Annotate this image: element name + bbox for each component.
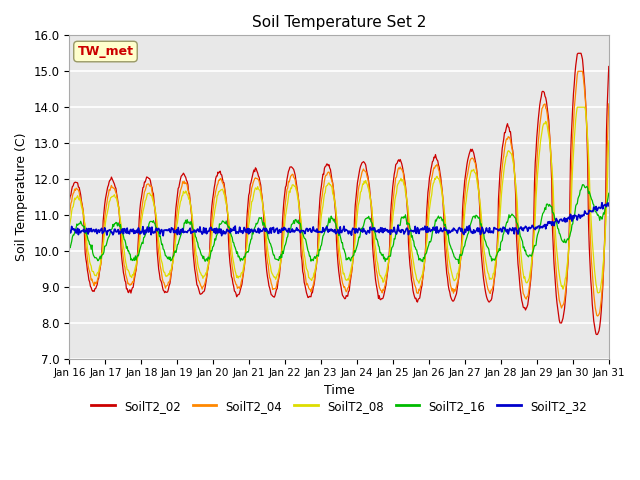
SoilT2_04	[574, 68, 582, 74]
Line: SoilT2_16: SoilT2_16	[69, 185, 609, 264]
SoilT2_04	[404, 216, 412, 222]
SoilT2_02	[76, 184, 83, 190]
SoilT2_32	[159, 233, 167, 239]
SoilT2_16	[186, 219, 193, 225]
SoilT2_16	[455, 261, 463, 266]
Y-axis label: Soil Temperature (C): Soil Temperature (C)	[15, 132, 28, 261]
SoilT2_02	[186, 191, 193, 196]
SoilT2_04	[76, 189, 83, 195]
SoilT2_02	[404, 240, 412, 245]
SoilT2_16	[65, 243, 73, 249]
SoilT2_04	[594, 313, 602, 319]
Line: SoilT2_08: SoilT2_08	[69, 107, 609, 293]
SoilT2_16	[131, 257, 138, 263]
SoilT2_08	[420, 261, 428, 266]
SoilT2_04	[186, 194, 193, 200]
SoilT2_32	[605, 203, 612, 209]
SoilT2_32	[598, 200, 606, 205]
SoilT2_08	[186, 196, 193, 202]
SoilT2_08	[605, 138, 612, 144]
SoilT2_32	[215, 227, 223, 233]
X-axis label: Time: Time	[324, 384, 355, 397]
SoilT2_08	[131, 267, 138, 273]
SoilT2_04	[214, 181, 222, 187]
SoilT2_02	[420, 264, 428, 269]
Line: SoilT2_02: SoilT2_02	[69, 53, 609, 335]
SoilT2_08	[214, 192, 222, 198]
SoilT2_02	[605, 63, 612, 69]
SoilT2_32	[421, 223, 429, 229]
SoilT2_32	[405, 228, 413, 234]
Line: SoilT2_04: SoilT2_04	[69, 71, 609, 316]
SoilT2_08	[595, 290, 602, 296]
Title: Soil Temperature Set 2: Soil Temperature Set 2	[252, 15, 426, 30]
SoilT2_04	[605, 101, 612, 107]
SoilT2_32	[65, 228, 73, 233]
SoilT2_08	[404, 210, 412, 216]
SoilT2_08	[76, 197, 83, 203]
SoilT2_16	[579, 182, 586, 188]
SoilT2_02	[593, 332, 600, 337]
SoilT2_32	[186, 225, 194, 231]
SoilT2_16	[214, 226, 222, 232]
SoilT2_02	[131, 275, 138, 280]
SoilT2_04	[420, 262, 428, 268]
Text: TW_met: TW_met	[77, 45, 134, 58]
Legend: SoilT2_02, SoilT2_04, SoilT2_08, SoilT2_16, SoilT2_32: SoilT2_02, SoilT2_04, SoilT2_08, SoilT2_…	[86, 395, 592, 417]
SoilT2_08	[65, 223, 73, 228]
SoilT2_16	[420, 256, 428, 262]
SoilT2_16	[76, 221, 83, 227]
SoilT2_02	[214, 169, 222, 175]
SoilT2_04	[65, 213, 73, 218]
SoilT2_04	[131, 271, 138, 277]
SoilT2_16	[404, 221, 412, 227]
SoilT2_08	[573, 104, 581, 110]
SoilT2_32	[131, 228, 138, 233]
SoilT2_02	[574, 50, 582, 56]
SoilT2_32	[76, 227, 83, 232]
SoilT2_16	[605, 191, 612, 196]
Line: SoilT2_32: SoilT2_32	[69, 203, 609, 236]
SoilT2_02	[65, 197, 73, 203]
